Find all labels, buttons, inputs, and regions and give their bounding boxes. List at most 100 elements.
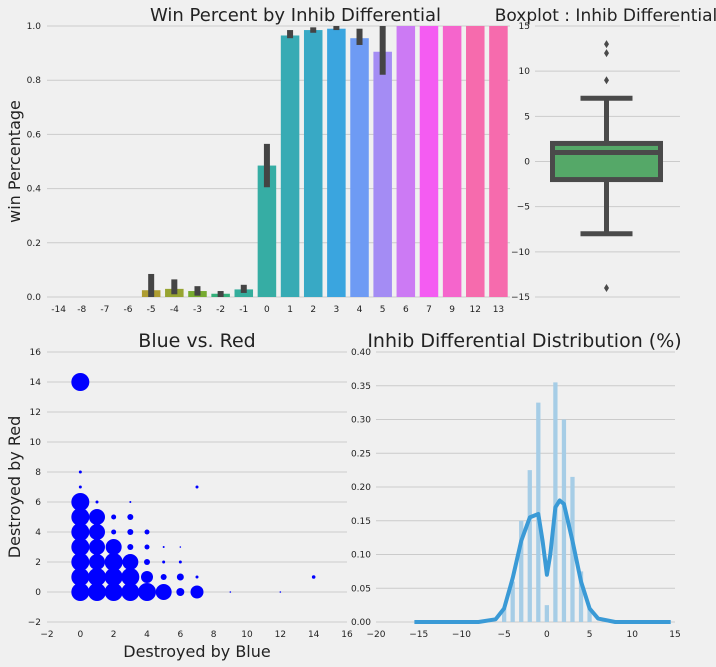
bar bbox=[280, 35, 300, 298]
dist-hist-bar bbox=[561, 419, 567, 622]
dist-hist-bar bbox=[553, 382, 558, 622]
scatter-point bbox=[88, 583, 106, 601]
bar-ytick-label: 0.4 bbox=[27, 185, 42, 195]
scatter-point bbox=[111, 529, 117, 535]
scatter-xtick-label: 12 bbox=[275, 630, 286, 640]
scatter-point bbox=[71, 508, 90, 526]
bar-ytick-label: 1.0 bbox=[27, 22, 42, 32]
scatter-ytick-label: 8 bbox=[35, 468, 41, 478]
scatter-ytick-label: 12 bbox=[30, 408, 41, 418]
bar bbox=[419, 26, 439, 297]
scatter-point bbox=[144, 559, 150, 565]
dist-ytick-label: 0.25 bbox=[351, 449, 371, 459]
scatter-xtick-label: −2 bbox=[40, 630, 53, 640]
dist-hist-bar bbox=[502, 608, 507, 622]
bar-xtick-label: -14 bbox=[51, 305, 66, 315]
scatter-y-axis-label: Destroyed by Red bbox=[5, 416, 24, 558]
scatter-chart-title: Blue vs. Red bbox=[138, 330, 255, 352]
scatter-point bbox=[71, 553, 90, 571]
scatter-point bbox=[104, 553, 123, 571]
scatter-ytick-label: −2 bbox=[28, 618, 41, 628]
bar-xtick-label: -6 bbox=[124, 305, 133, 315]
scatter-point bbox=[129, 501, 132, 503]
dist-hist-bar bbox=[519, 520, 524, 622]
dist-chart-title: Inhib Differential Distribution (%) bbox=[367, 330, 681, 352]
dist-ytick-label: 0.05 bbox=[351, 584, 371, 594]
dist-xtick-label: −20 bbox=[367, 630, 386, 640]
scatter-point bbox=[111, 514, 117, 520]
scatter-point bbox=[141, 571, 153, 583]
scatter-point bbox=[311, 575, 316, 579]
scatter-point bbox=[71, 538, 90, 556]
scatter-point bbox=[229, 591, 232, 593]
bar-ytick-label: 0.0 bbox=[27, 293, 42, 303]
bar-chart-title: Win Percent by Inhib Differential bbox=[150, 5, 441, 26]
dist-ytick-label: 0.35 bbox=[351, 382, 371, 392]
scatter-point bbox=[162, 560, 166, 564]
box-ytick-label: 0 bbox=[524, 158, 530, 168]
bar bbox=[350, 38, 369, 297]
bar-xtick-label: 1 bbox=[287, 305, 293, 315]
scatter-point bbox=[176, 588, 185, 596]
scatter-point bbox=[195, 575, 199, 579]
dist-ytick-label: 0.30 bbox=[351, 416, 371, 426]
bar-xtick-label: -5 bbox=[147, 305, 156, 315]
box-ytick-label: 5 bbox=[524, 112, 530, 122]
scatter-point bbox=[127, 544, 134, 550]
bar bbox=[466, 26, 485, 297]
scatter-xtick-label: 10 bbox=[241, 630, 253, 640]
scatter-point bbox=[121, 583, 140, 601]
scatter-point bbox=[138, 583, 156, 601]
scatter-point bbox=[78, 485, 82, 489]
bar bbox=[396, 26, 416, 297]
scatter-point bbox=[160, 574, 167, 580]
scatter-point bbox=[127, 514, 134, 520]
scatter-point bbox=[155, 584, 172, 600]
scatter-point bbox=[71, 523, 90, 541]
scatter-point bbox=[162, 546, 165, 548]
dist-xtick-label: 5 bbox=[587, 630, 593, 640]
scatter-point bbox=[104, 568, 123, 586]
bar-xtick-label: 4 bbox=[357, 305, 363, 315]
scatter-point bbox=[195, 485, 199, 489]
bar bbox=[373, 51, 392, 298]
scatter-point bbox=[121, 568, 140, 586]
bar-xtick-label: 5 bbox=[380, 305, 386, 315]
scatter-x-axis-label: Destroyed by Blue bbox=[123, 642, 270, 661]
scatter-ytick-label: 6 bbox=[35, 498, 41, 508]
scatter-point bbox=[127, 529, 134, 535]
scatter-xtick-label: 4 bbox=[144, 630, 150, 640]
bar-ytick-label: 0.8 bbox=[27, 76, 42, 86]
bar-ytick-label: 0.2 bbox=[27, 239, 41, 249]
dist-xtick-label: 15 bbox=[669, 630, 680, 640]
box-iqr bbox=[550, 140, 663, 183]
scatter-point bbox=[71, 583, 90, 601]
dist-xtick-label: 0 bbox=[544, 630, 550, 640]
bar-xtick-label: 7 bbox=[426, 305, 432, 315]
scatter-point bbox=[144, 529, 150, 535]
dist-xtick-label: −15 bbox=[409, 630, 428, 640]
scatter-point bbox=[89, 539, 105, 555]
scatter-point bbox=[122, 554, 139, 570]
scatter-ytick-label: 2 bbox=[35, 558, 41, 568]
box-ytick-label: −5 bbox=[517, 203, 530, 213]
dist-xtick-label: −10 bbox=[452, 630, 471, 640]
scatter-ytick-label: 16 bbox=[30, 348, 42, 358]
scatter-point bbox=[176, 573, 184, 581]
bar-xtick-label: -7 bbox=[100, 305, 109, 315]
dist-ytick-label: 0.10 bbox=[351, 551, 371, 561]
bar-xtick-label: -1 bbox=[239, 305, 248, 315]
dist-hist-bar bbox=[544, 605, 549, 622]
box-ytick-label: 10 bbox=[519, 67, 531, 77]
scatter-point bbox=[88, 568, 106, 586]
scatter-point bbox=[89, 509, 105, 525]
dist-ytick-label: 0.40 bbox=[351, 348, 371, 358]
scatter-xtick-label: 0 bbox=[77, 630, 83, 640]
scatter-point bbox=[89, 554, 105, 570]
box-outlier bbox=[604, 283, 609, 292]
bar-xtick-label: 3 bbox=[334, 305, 340, 315]
scatter-point bbox=[95, 500, 99, 504]
scatter-point bbox=[104, 583, 123, 601]
bar-y-axis-label: win Percentage bbox=[5, 100, 24, 223]
bar-ytick-label: 0.6 bbox=[27, 130, 42, 140]
